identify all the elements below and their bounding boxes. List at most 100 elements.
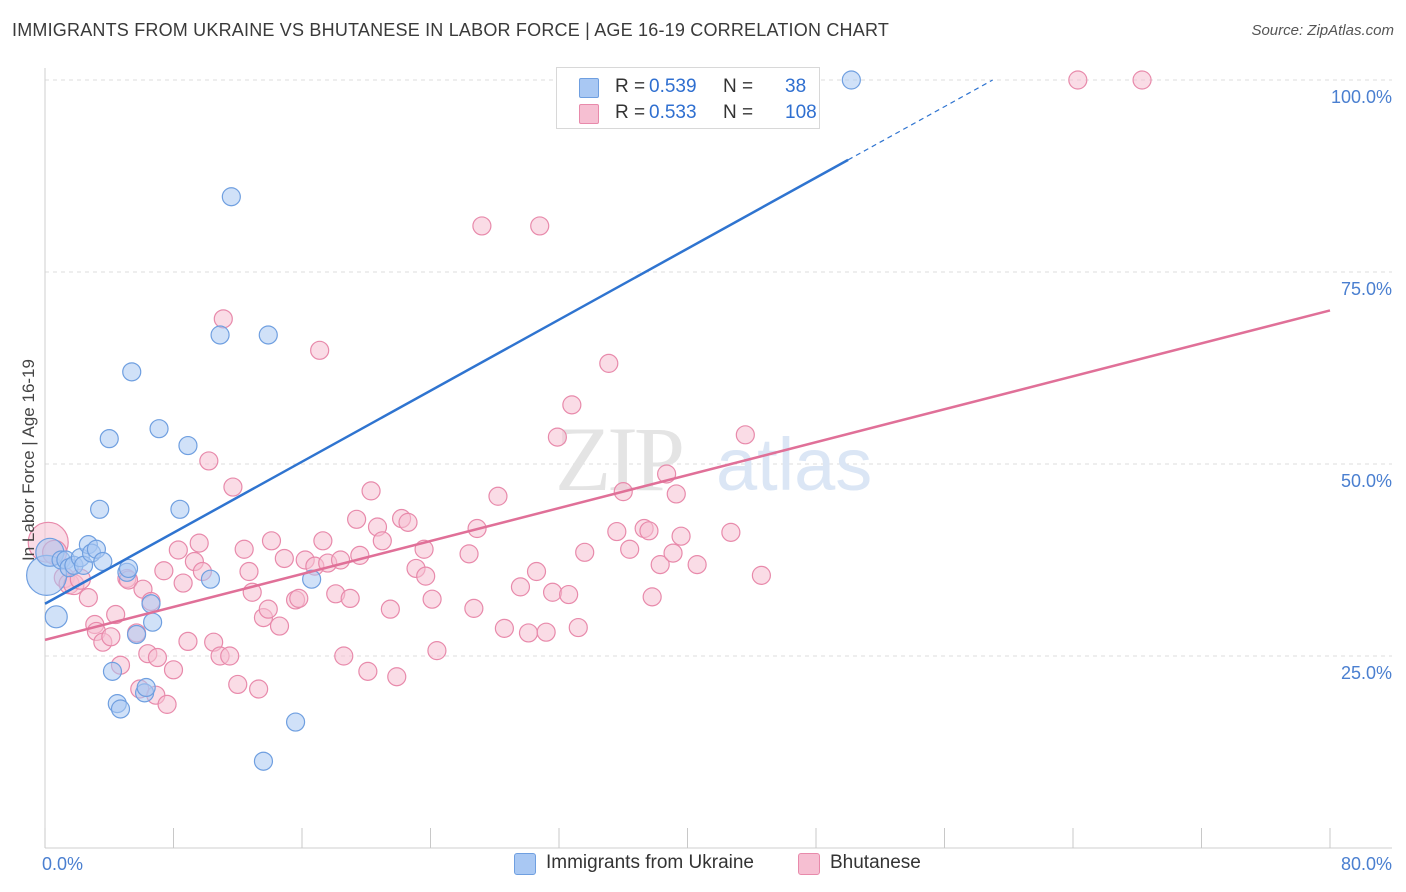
bhutanese-point bbox=[154, 561, 174, 581]
bhutanese-point bbox=[459, 544, 479, 564]
bhutanese-point bbox=[239, 561, 259, 582]
bhutanese-point bbox=[358, 661, 378, 681]
bhutanese-trend-line bbox=[44, 309, 1331, 642]
bhutanese-point bbox=[751, 565, 771, 585]
ukraine-point bbox=[170, 499, 190, 519]
bhutanese-point bbox=[310, 340, 330, 360]
bhutanese-point bbox=[372, 531, 392, 551]
x-tick-labels: 0.0% 80.0% bbox=[42, 854, 1392, 874]
bhutanese-point bbox=[228, 674, 248, 695]
bhutanese-point bbox=[427, 641, 447, 661]
bhutanese-point bbox=[464, 598, 484, 618]
ukraine-point bbox=[258, 325, 278, 345]
bhutanese-point bbox=[168, 540, 188, 560]
ukraine-point bbox=[118, 558, 139, 579]
ukraine-point bbox=[841, 70, 861, 90]
bhutanese-point bbox=[530, 216, 550, 236]
ukraine-point bbox=[44, 605, 68, 629]
bhutanese-point bbox=[650, 555, 670, 575]
bhutanese-point bbox=[663, 543, 683, 563]
ukraine-point bbox=[90, 499, 110, 519]
bhutanese-point bbox=[274, 548, 294, 569]
bhutanese-point bbox=[289, 588, 309, 609]
bhutanese-point bbox=[78, 588, 98, 608]
bhutanese-point bbox=[269, 616, 290, 636]
series-bhutanese bbox=[27, 70, 1152, 714]
bhutanese-point bbox=[101, 627, 121, 647]
bottom-legend-label-ukraine: Immigrants from Ukraine bbox=[546, 852, 754, 873]
legend-n-value: 38 bbox=[785, 76, 807, 97]
bhutanese-point bbox=[510, 577, 531, 597]
legend-r-value: 0.539 bbox=[649, 76, 697, 97]
bottom-legend-label-bhutanese: Bhutanese bbox=[830, 852, 921, 873]
bhutanese-point bbox=[178, 631, 198, 652]
ukraine-point bbox=[149, 419, 169, 439]
bhutanese-point bbox=[547, 427, 567, 447]
bhutanese-point bbox=[147, 647, 168, 668]
ukraine-point bbox=[178, 435, 198, 456]
bhutanese-point bbox=[258, 599, 278, 619]
bhutanese-point bbox=[220, 646, 240, 666]
bhutanese-point bbox=[671, 526, 691, 546]
ukraine-point bbox=[302, 569, 322, 589]
bhutanese-point bbox=[380, 599, 400, 619]
ukraine-point bbox=[110, 699, 131, 719]
bhutanese-point bbox=[234, 539, 254, 559]
bottom-legend: Immigrants from Ukraine Bhutanese bbox=[0, 852, 1406, 878]
bhutanese-point bbox=[416, 566, 436, 586]
y-tick-label: 50.0% bbox=[1341, 471, 1392, 491]
y-tick-label: 75.0% bbox=[1341, 279, 1392, 299]
x-tick-label: 0.0% bbox=[42, 854, 83, 874]
legend: R = 0.539 N = 38 R = 0.533 N = 108 bbox=[556, 67, 820, 129]
ukraine-trend-line bbox=[44, 158, 849, 605]
bhutanese-point bbox=[334, 646, 354, 666]
y-tick-label: 100.0% bbox=[1331, 87, 1392, 107]
bhutanese-point bbox=[347, 509, 367, 529]
bhutanese-point bbox=[472, 216, 492, 236]
bhutanese-point bbox=[157, 694, 177, 714]
bhutanese-point bbox=[387, 667, 407, 687]
bottom-legend-swatch-bhutanese bbox=[798, 853, 820, 875]
ukraine-point bbox=[210, 325, 230, 345]
legend-r-label: R = bbox=[615, 102, 646, 123]
bhutanese-point bbox=[313, 531, 333, 551]
bhutanese-point bbox=[1068, 70, 1088, 90]
bhutanese-point bbox=[687, 555, 707, 575]
legend-swatch-ukraine bbox=[579, 78, 599, 98]
bhutanese-point bbox=[340, 588, 360, 609]
bhutanese-point bbox=[518, 623, 539, 643]
legend-n-value: 108 bbox=[785, 102, 817, 123]
y-tick-labels: 25.0% 50.0% 75.0% 100.0% bbox=[1331, 87, 1392, 683]
axes bbox=[44, 68, 1392, 849]
series-ukraine bbox=[26, 70, 861, 771]
ukraine-point bbox=[200, 569, 221, 589]
ukraine-point bbox=[136, 677, 156, 698]
legend-swatch-bhutanese bbox=[579, 104, 599, 124]
bhutanese-point bbox=[106, 604, 126, 625]
legend-n-label: N = bbox=[723, 76, 754, 97]
ukraine-point bbox=[122, 362, 142, 382]
bottom-legend-swatch-ukraine bbox=[514, 853, 536, 875]
bhutanese-point bbox=[721, 522, 741, 542]
bhutanese-point bbox=[223, 477, 243, 497]
bhutanese-point bbox=[213, 309, 233, 329]
bhutanese-point bbox=[642, 587, 662, 607]
bhutanese-point bbox=[620, 539, 640, 559]
legend-n-label: N = bbox=[723, 102, 754, 123]
bhutanese-point bbox=[199, 451, 219, 471]
bhutanese-point bbox=[735, 425, 755, 445]
bhutanese-point bbox=[599, 353, 619, 373]
trend-lines bbox=[44, 79, 1331, 642]
bhutanese-point bbox=[666, 484, 686, 504]
bhutanese-point bbox=[261, 531, 282, 551]
bhutanese-point bbox=[562, 395, 582, 415]
chart-title: IMMIGRANTS FROM UKRAINE VS BHUTANESE IN … bbox=[12, 20, 890, 40]
ukraine-point bbox=[102, 661, 123, 681]
x-tick-label: 80.0% bbox=[1341, 854, 1392, 874]
bhutanese-point bbox=[494, 618, 514, 638]
ukraine-point bbox=[99, 429, 119, 449]
ukraine-point bbox=[253, 751, 274, 771]
source-label: Source: ZipAtlas.com bbox=[1251, 22, 1394, 39]
ukraine-point bbox=[143, 612, 163, 632]
